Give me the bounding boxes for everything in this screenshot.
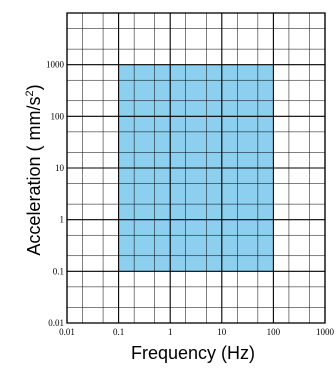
y-axis-title: Acceleration ( mm/s2) xyxy=(24,84,44,255)
y-tick-label: 1000 xyxy=(46,60,65,70)
y-tick-label: 0.1 xyxy=(53,266,64,276)
tick-labels: 0.01 0.1 1 10 100 1000 0.01 0.1 1 10 100 1000 xyxy=(46,60,335,337)
plot-frame xyxy=(66,12,326,324)
y-axis-title-close: ) xyxy=(24,84,44,90)
y-tick-label: 10 xyxy=(55,163,65,173)
x-tick-label: 1 xyxy=(168,327,173,337)
y-tick-label: 100 xyxy=(51,111,65,121)
x-tick-label: 0.01 xyxy=(59,327,75,337)
x-axis-title: Frequency (Hz) xyxy=(131,343,255,363)
y-axis-title-main: Acceleration ( mm/s xyxy=(24,97,44,256)
x-tick-label: 1000 xyxy=(316,327,335,337)
x-tick-label: 0.1 xyxy=(113,327,124,337)
grid-layer xyxy=(66,12,326,324)
y-tick-label: 1 xyxy=(60,215,65,225)
y-axis-title-superscript: 2 xyxy=(24,90,36,96)
x-tick-label: 10 xyxy=(217,327,227,337)
x-tick-label: 100 xyxy=(267,327,281,337)
y-tick-label: 0.01 xyxy=(48,318,64,328)
